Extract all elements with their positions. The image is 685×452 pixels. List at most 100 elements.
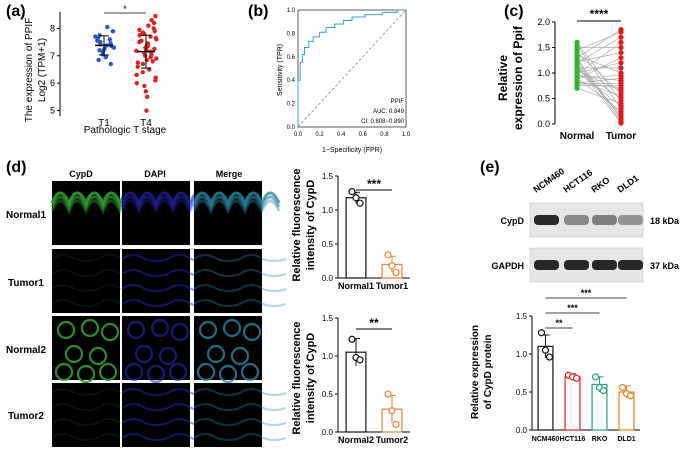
panel-e-chart-xtick-label: RKO (592, 436, 608, 443)
micrograph-gland (196, 362, 216, 382)
panel-c: (c) Relative expression of Ppif 0.0 0.5 1.… (496, 3, 636, 142)
micrograph-fold (50, 191, 139, 207)
blot-row-label: GAPDH (491, 261, 524, 271)
micrograph-gland (54, 362, 74, 382)
panel-c-pair-line (576, 82, 622, 85)
blot-band (534, 260, 559, 270)
blot-row-label: CypD (500, 216, 524, 226)
panel-a-point (153, 13, 158, 19)
panel-b-ytick-label: 0.2 (287, 102, 296, 108)
panel-c-pair-line (576, 62, 622, 74)
panel-d-chart1-xtick-label: Tumor1 (376, 281, 408, 291)
micro-row-normal1: Normal1 (6, 210, 46, 221)
panel-a-point (146, 23, 151, 28)
blot-band (564, 260, 589, 270)
panel-c-xtick-label: Tumor (606, 131, 636, 142)
panel-c-ylabel-2: expression of Ppif (511, 25, 525, 130)
blot-band (592, 215, 617, 225)
panel-e-chart-point (618, 383, 627, 392)
panel-c-pair-line (576, 71, 622, 107)
panel-c-ytick-label: 1.0 (537, 68, 550, 78)
panel-a-point (140, 61, 146, 67)
micrograph-gland (98, 362, 118, 382)
panel-d-chart1-significance: *** (367, 177, 381, 191)
micrograph-gland (150, 318, 170, 338)
panel-d-chart1-ytick-label: 1.0 (322, 206, 334, 215)
panel-a-point (148, 54, 153, 60)
panel-b-xtick-label: 0.0 (294, 132, 303, 138)
panel-a-point (151, 20, 157, 26)
blot-band (618, 260, 643, 270)
panel-b-ytick-label: 1.0 (287, 8, 296, 14)
micrograph-gland (134, 344, 154, 364)
blot-lane-label: RKO (589, 175, 611, 195)
panel-a-significance: * (123, 4, 127, 14)
panel-c-pair-line (576, 52, 622, 63)
micrograph-fold (192, 195, 281, 211)
panel-a-point (97, 48, 102, 53)
panel-a-point (108, 61, 114, 67)
panel-d-chart1-point (352, 194, 360, 202)
panel-c-normal-point (574, 85, 580, 91)
panel-c-ytick-label: 0.5 (537, 94, 550, 104)
panel-a-xlabel: Pathologic T stage (84, 125, 167, 136)
micrograph-fold (192, 191, 281, 207)
panel-e-chart-bar (564, 376, 581, 431)
micrograph-gland (222, 318, 242, 338)
panel-c-pair-line (576, 57, 622, 80)
panel-b: (b) Sensitivity (TPR) 1−Specificity (FPR… (248, 3, 411, 154)
micrograph-gland (146, 364, 166, 384)
panel-d-label: (d) (6, 159, 26, 176)
panel-c-tumor-point (618, 34, 624, 40)
panel-e-chart-xtick-label: DLD1 (617, 436, 635, 443)
panel-a-point (140, 70, 145, 75)
micrograph-tissue (193, 388, 287, 396)
panel-e-label: (e) (480, 159, 500, 176)
panel-c-pair-line (576, 54, 622, 74)
panel-a-point (137, 33, 142, 38)
panel-e-chart-point (545, 353, 554, 361)
panel-b-xtick-label: 0.8 (380, 132, 389, 138)
panel-c-tumor-point (618, 29, 624, 35)
micro-row-tumor1: Tumor1 (8, 278, 44, 289)
panel-b-xlabel: 1−Specificity (FPR) (322, 147, 382, 154)
micrograph-0-2 (194, 181, 262, 245)
panel-e-significance: ** (555, 318, 563, 328)
panel-e-chart-point (572, 374, 581, 382)
micrograph-tissue (193, 269, 287, 277)
blot-size-label: 37 kDa (650, 261, 680, 271)
micrograph-gland (230, 346, 250, 366)
panel-d-chart2-point (384, 390, 392, 398)
panel-c-pair-line (576, 81, 622, 89)
panel-a-point (154, 56, 159, 61)
panel-d-chart2-ytick-label: 0.0 (322, 428, 334, 437)
panel-e-chart-point (591, 373, 600, 381)
panel-c-pair-line (576, 75, 622, 81)
panel-c-ylabel-1: Relative (496, 55, 510, 101)
panel-b-legend-3: CI: 0.808−0.890 (361, 119, 405, 125)
micrograph-tissue (193, 418, 287, 426)
panel-c-tumor-point (618, 55, 624, 61)
panel-a-point (111, 45, 117, 50)
micrograph-gland (126, 320, 146, 340)
blot-band (534, 215, 559, 225)
panel-b-frame (297, 9, 407, 128)
panel-c-ytick-label: 2.0 (537, 17, 550, 27)
panel-e-chart-point (537, 329, 546, 337)
panel-d-chart1-ytick-label: 0.5 (322, 240, 334, 249)
blot-lane-label: DLD1 (615, 173, 640, 195)
micrograph-gland (158, 346, 178, 366)
blot-size-label: 18 kDa (650, 216, 680, 226)
panel-c-pair-line (576, 87, 622, 104)
panel-c-tumor-point (618, 65, 624, 71)
panel-b-ytick-label: 0.6 (287, 55, 296, 61)
panel-a-ytick-label: 8 (50, 23, 55, 33)
panel-a-point (150, 59, 155, 64)
panel-e-chart-ytick-label: 0.5 (516, 388, 528, 397)
micrograph-fold (120, 199, 209, 215)
panel-a-ylabel-1: The expression of PPIF (24, 18, 35, 123)
panel-a-point (137, 39, 142, 45)
panel-e-ylabel-1: Relative expression (470, 325, 481, 419)
panel-c-tumor-point (618, 39, 624, 46)
